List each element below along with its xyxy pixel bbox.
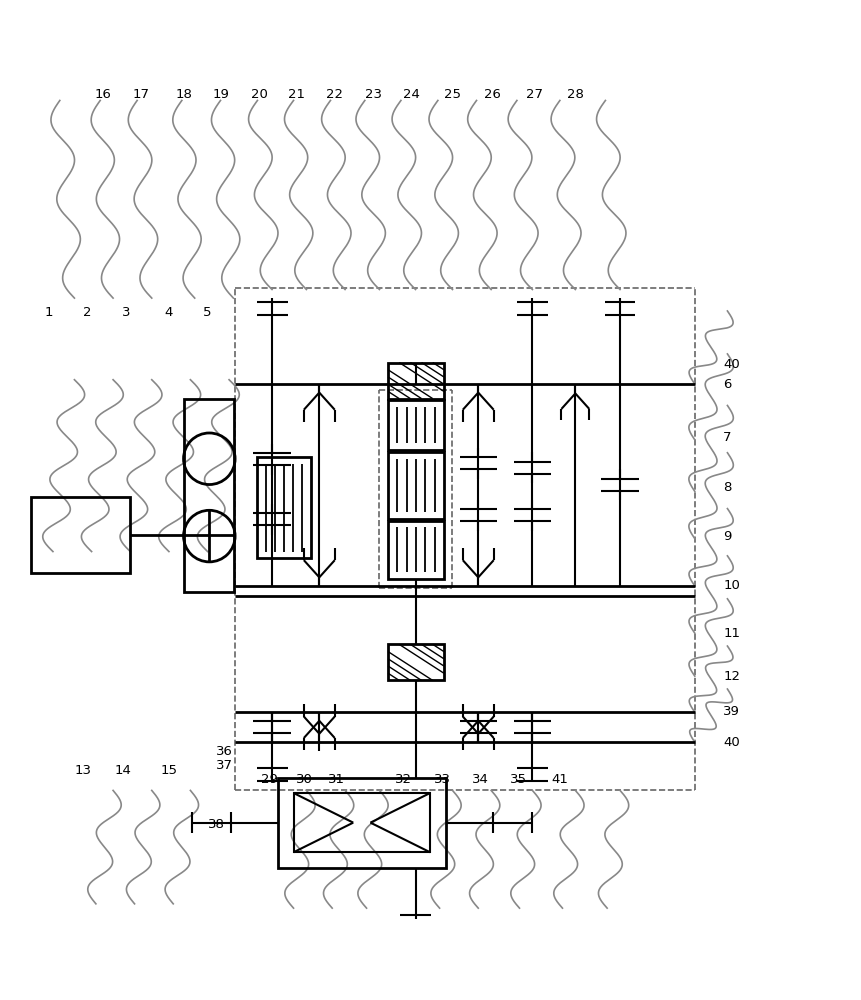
Text: 18: 18 xyxy=(175,88,192,101)
Text: 5: 5 xyxy=(203,306,212,319)
Text: 3: 3 xyxy=(121,306,130,319)
Text: 25: 25 xyxy=(443,88,461,101)
Text: 34: 34 xyxy=(471,773,488,786)
Bar xyxy=(387,644,443,680)
Text: 16: 16 xyxy=(94,88,111,101)
Text: 13: 13 xyxy=(74,764,91,777)
Bar xyxy=(387,452,443,519)
Text: 30: 30 xyxy=(296,773,313,786)
Text: 20: 20 xyxy=(251,88,267,101)
Text: 24: 24 xyxy=(402,88,419,101)
Text: 36: 36 xyxy=(216,745,232,758)
Text: 21: 21 xyxy=(288,88,304,101)
Text: 31: 31 xyxy=(327,773,344,786)
Bar xyxy=(31,497,130,573)
Text: 40: 40 xyxy=(722,358,739,371)
Text: 8: 8 xyxy=(722,481,731,494)
Text: 33: 33 xyxy=(433,773,450,786)
Bar xyxy=(294,793,430,852)
Bar xyxy=(278,778,445,868)
Text: 6: 6 xyxy=(722,378,731,391)
Bar xyxy=(184,399,234,592)
Text: 35: 35 xyxy=(510,773,527,786)
Text: 32: 32 xyxy=(394,773,412,786)
Text: 10: 10 xyxy=(722,579,739,592)
Text: 2: 2 xyxy=(83,306,91,319)
Text: 23: 23 xyxy=(364,88,381,101)
Text: 37: 37 xyxy=(216,759,233,772)
Text: 26: 26 xyxy=(484,88,501,101)
Text: 28: 28 xyxy=(567,88,583,101)
Text: 11: 11 xyxy=(722,627,740,640)
Text: 27: 27 xyxy=(525,88,542,101)
Text: 41: 41 xyxy=(551,773,567,786)
Text: 17: 17 xyxy=(132,88,149,101)
Bar xyxy=(387,363,443,399)
Bar xyxy=(387,400,443,450)
Text: 9: 9 xyxy=(722,530,731,543)
Text: 22: 22 xyxy=(326,88,343,101)
Text: 40: 40 xyxy=(722,736,739,749)
Text: 12: 12 xyxy=(722,670,740,683)
Text: 15: 15 xyxy=(160,764,177,777)
Text: 7: 7 xyxy=(722,431,731,444)
Text: 29: 29 xyxy=(261,773,277,786)
Text: 14: 14 xyxy=(115,764,132,777)
Bar xyxy=(387,521,443,579)
Text: 39: 39 xyxy=(722,705,739,718)
Text: 19: 19 xyxy=(213,88,230,101)
Text: 1: 1 xyxy=(45,306,53,319)
Text: 38: 38 xyxy=(208,818,224,831)
Text: 4: 4 xyxy=(164,306,173,319)
Bar xyxy=(257,457,310,558)
